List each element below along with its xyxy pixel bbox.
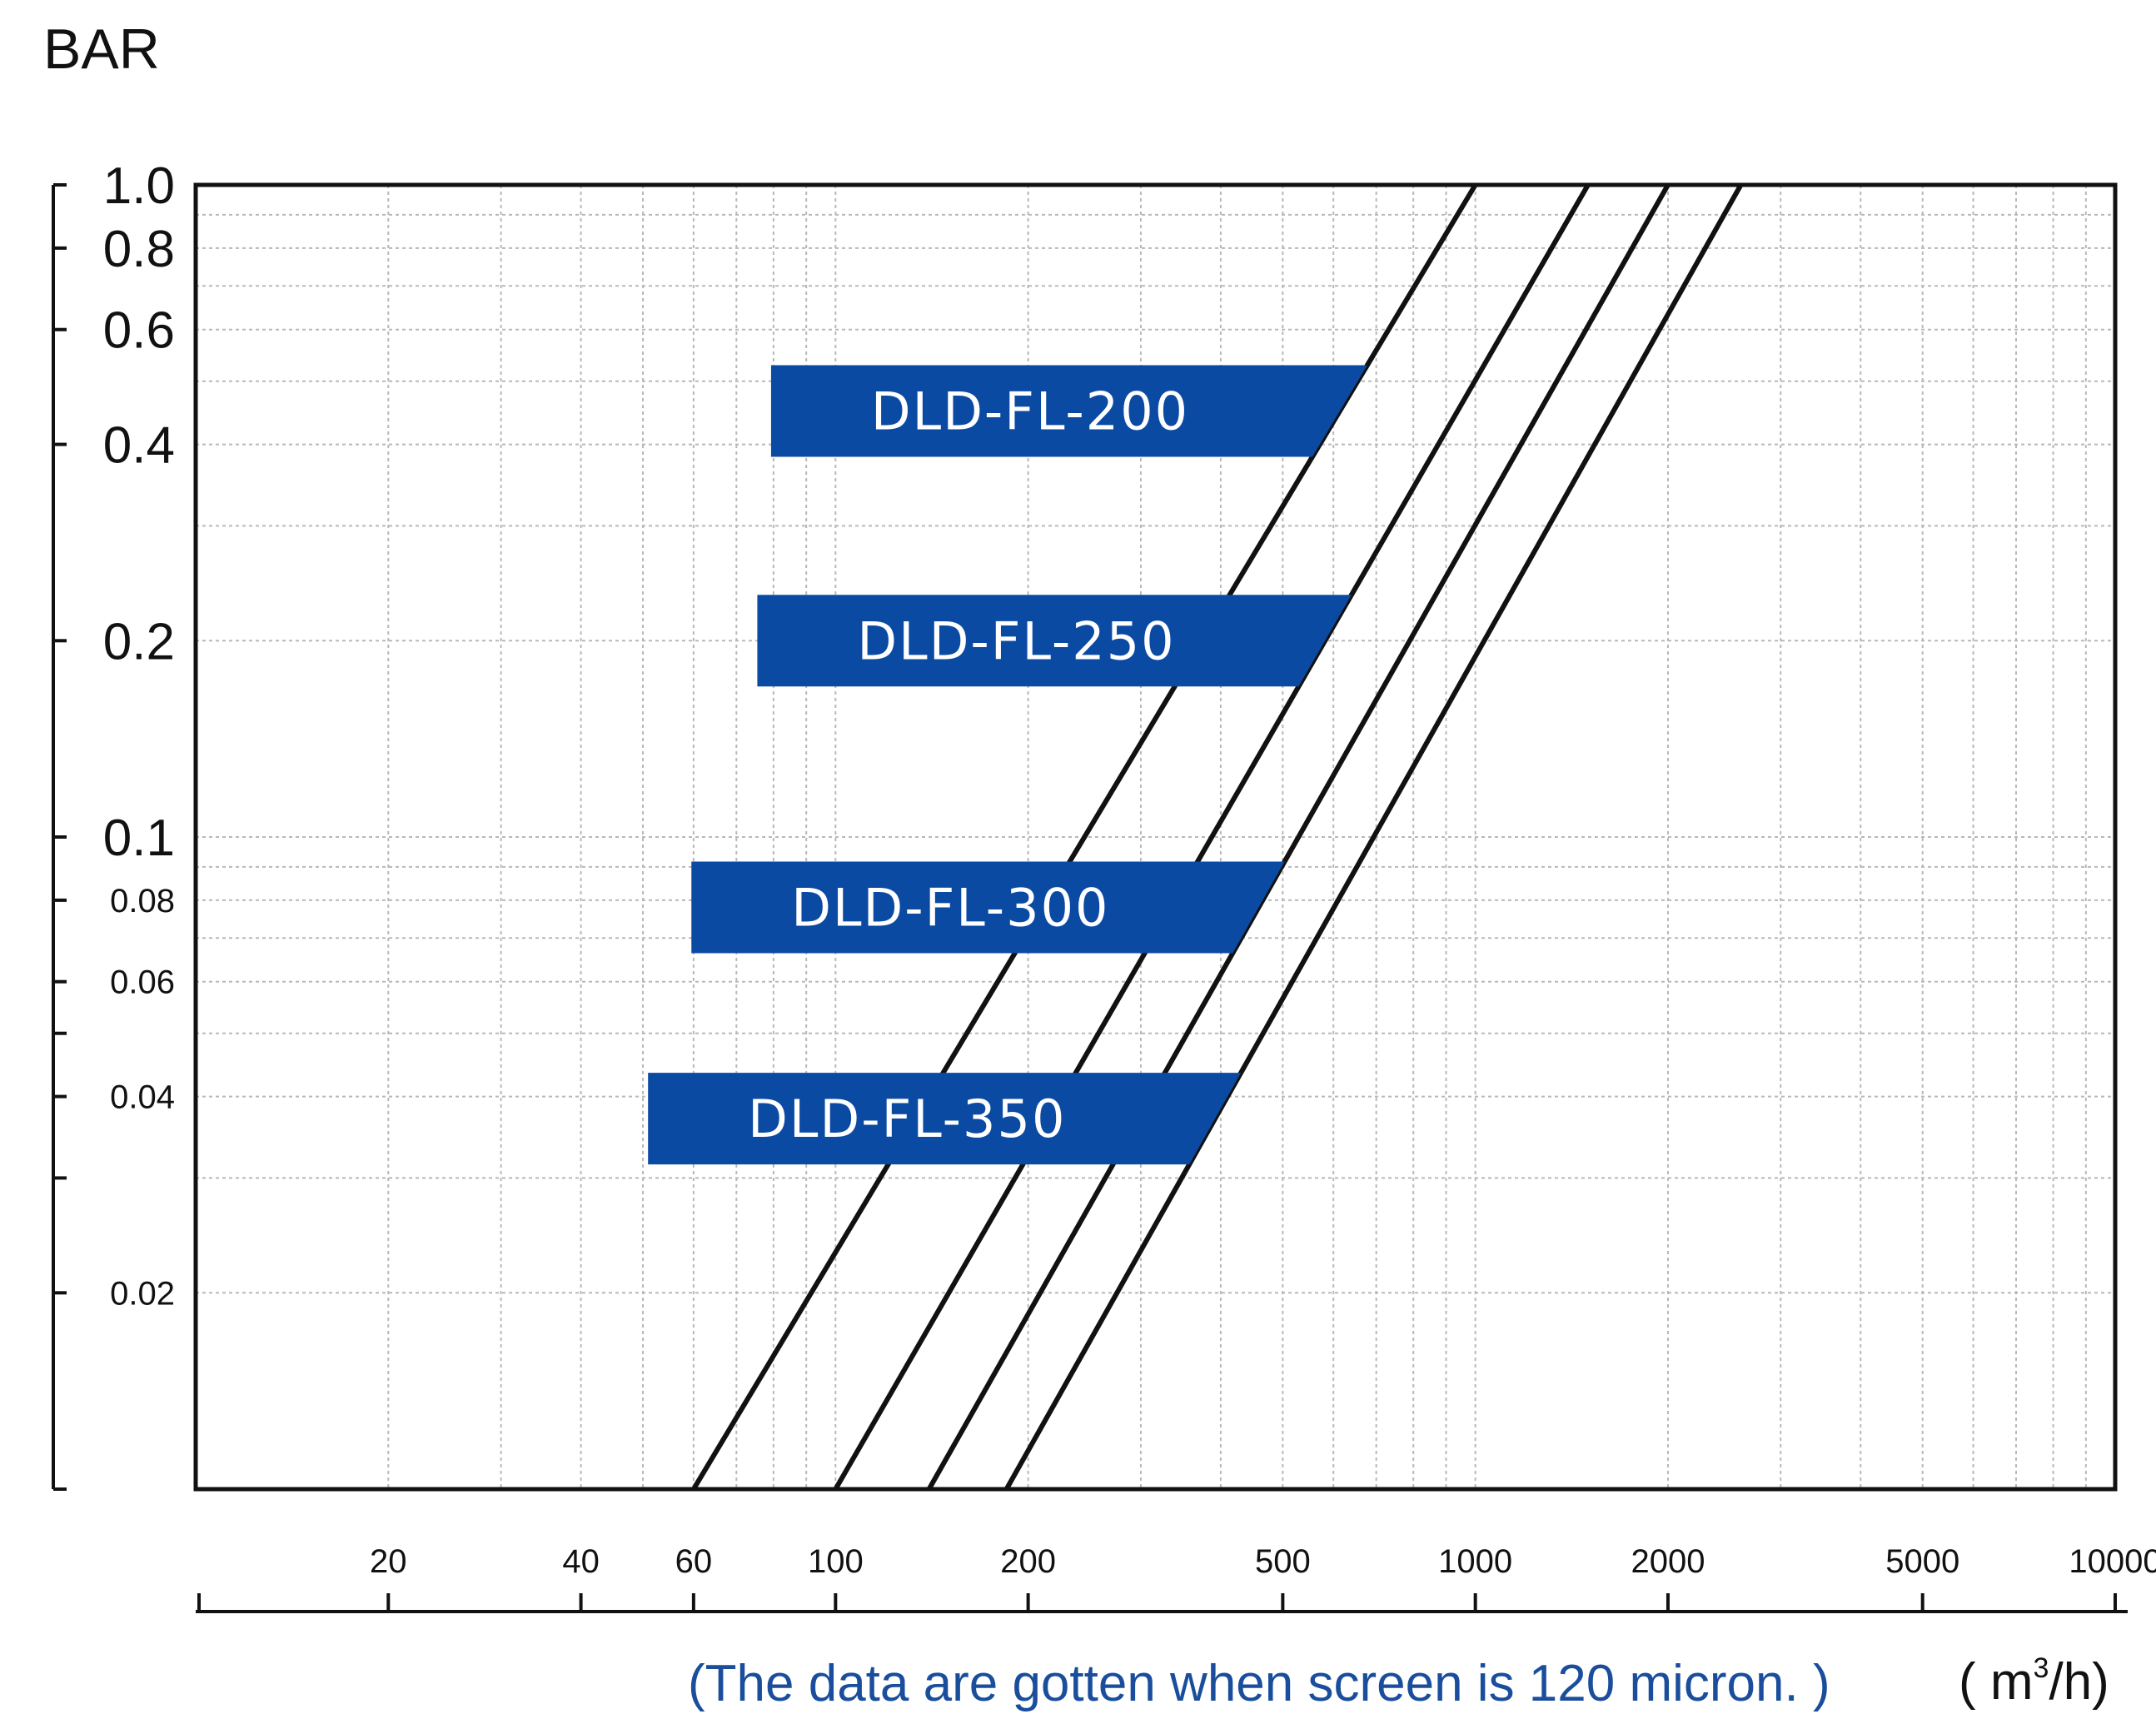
x-unit-superscript: 3 — [2034, 1652, 2049, 1684]
series-label-box — [648, 1073, 1242, 1165]
y-tick-label: 0.04 — [110, 1079, 175, 1116]
plot-frame — [193, 182, 2118, 1492]
series-label-box — [691, 861, 1285, 954]
y-axis: 1.0 0.8 0.6 0.4 0.2 0.1 0.08 0.06 0.04 0.02 — [52, 157, 175, 1491]
y-tick-label: 1.0 — [103, 157, 175, 215]
x-tick-label: 200 — [1000, 1543, 1056, 1580]
x-tick-label: 40 — [562, 1543, 600, 1580]
y-tick-label: 0.6 — [103, 302, 175, 360]
x-axis-unit: ( m3/h) — [1959, 1652, 2109, 1711]
y-tick-label: 0.8 — [103, 221, 175, 278]
series-label: DLD-FL-200 — [871, 381, 1189, 442]
x-tick-label: 10000 — [2069, 1543, 2156, 1580]
x-tick-label: 20 — [370, 1543, 407, 1580]
x-tick-label: 60 — [675, 1543, 713, 1580]
data-note: (The data are gotten when screen is 120 … — [688, 1655, 1830, 1712]
y-tick-label: 0.06 — [110, 964, 175, 1001]
y-tick-label: 0.08 — [110, 883, 175, 919]
series-labels: DLD-FL-200 DLD-FL-250 DLD-FL-300 DLD-FL-350 — [648, 365, 1367, 1165]
x-axis: 20 40 60 100 200 500 1000 2000 5000 10000 — [196, 1543, 2156, 1613]
series-label: DLD-FL-350 — [748, 1089, 1066, 1149]
x-tick-label: 100 — [808, 1543, 864, 1580]
series-line-dld-fl-250 — [833, 183, 1591, 1491]
x-tick-label: 500 — [1255, 1543, 1311, 1580]
x-tick-label: 1000 — [1438, 1543, 1512, 1580]
x-tick-label: 2000 — [1631, 1543, 1705, 1580]
series-label-box — [770, 365, 1367, 457]
y-tick-label: 0.2 — [103, 613, 175, 670]
series-lines — [691, 183, 1744, 1491]
series-label: DLD-FL-300 — [791, 877, 1109, 938]
x-tick-label: 5000 — [1885, 1543, 1959, 1580]
series-line-dld-fl-200 — [691, 183, 1478, 1491]
y-tick-label: 0.1 — [103, 810, 175, 867]
x-unit-tail: /h) — [2049, 1653, 2109, 1711]
series-line-dld-fl-300 — [926, 183, 1671, 1491]
y-axis-label: BAR — [43, 17, 160, 81]
y-tick-label: 0.02 — [110, 1275, 175, 1312]
series-label-box — [757, 595, 1352, 687]
series-label: DLD-FL-250 — [857, 610, 1175, 671]
x-unit-main: ( m — [1959, 1653, 2034, 1711]
series-line-dld-fl-350 — [1003, 183, 1744, 1491]
y-tick-label: 0.4 — [103, 417, 175, 475]
